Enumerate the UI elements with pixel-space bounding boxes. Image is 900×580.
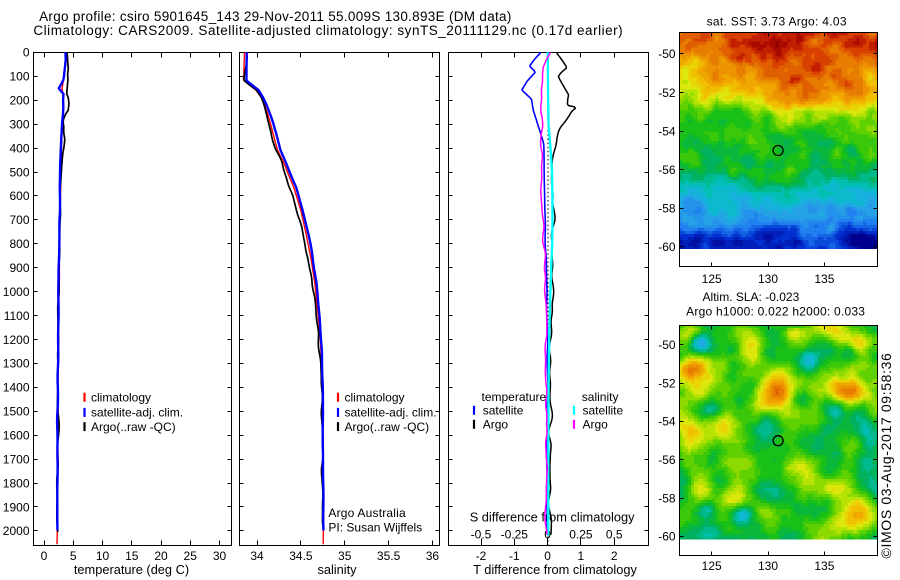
svg-text:1300: 1300	[3, 357, 30, 371]
svg-text:-58: -58	[658, 201, 676, 215]
svg-text:135: 135	[814, 272, 834, 286]
svg-text:5: 5	[70, 549, 77, 563]
svg-text:1200: 1200	[3, 333, 30, 347]
svg-text:125: 125	[702, 559, 722, 573]
svg-text:Altim. SLA: -0.023: Altim. SLA: -0.023	[703, 290, 800, 304]
svg-text:700: 700	[9, 213, 29, 227]
svg-text:10: 10	[96, 549, 110, 563]
svg-text:salinity: salinity	[317, 562, 357, 577]
svg-text:500: 500	[9, 165, 29, 179]
svg-text:800: 800	[9, 237, 29, 251]
svg-text:0.25: 0.25	[569, 527, 593, 541]
svg-text:200: 200	[9, 94, 29, 108]
svg-text:130: 130	[758, 272, 778, 286]
svg-text:©IMOS 03-Aug-2017 09:58:36: ©IMOS 03-Aug-2017 09:58:36	[878, 353, 894, 559]
svg-text:T difference from climatology: T difference from climatology	[473, 562, 637, 577]
svg-text:-54: -54	[658, 415, 676, 429]
svg-text:-50: -50	[658, 47, 676, 61]
svg-text:1900: 1900	[3, 500, 30, 514]
svg-text:135: 135	[814, 559, 834, 573]
svg-text:0: 0	[544, 549, 551, 563]
svg-text:15: 15	[125, 549, 139, 563]
svg-text:1700: 1700	[3, 452, 30, 466]
svg-text:1100: 1100	[4, 309, 30, 323]
svg-text:Argo h1000: 0.022 h2000: 0.033: Argo h1000: 0.022 h2000: 0.033	[686, 305, 865, 319]
svg-text:-54: -54	[658, 124, 676, 138]
svg-text:300: 300	[9, 118, 29, 132]
svg-text:125: 125	[702, 272, 722, 286]
svg-text:satellite-adj. clim.: satellite-adj. clim.	[91, 406, 183, 420]
svg-text:satellite: satellite	[483, 404, 524, 418]
svg-text:25: 25	[184, 549, 198, 563]
svg-text:35: 35	[338, 549, 352, 563]
svg-text:-56: -56	[658, 163, 676, 177]
svg-text:temperature (deg C): temperature (deg C)	[74, 562, 189, 577]
svg-text:0: 0	[23, 46, 30, 60]
svg-text:PI: Susan Wijffels: PI: Susan Wijffels	[328, 521, 422, 535]
svg-text:30: 30	[213, 549, 227, 563]
svg-text:-1: -1	[509, 549, 520, 563]
svg-text:Argo(..raw -QC): Argo(..raw -QC)	[91, 420, 176, 434]
svg-text:34.5: 34.5	[289, 549, 313, 563]
svg-text:0.5: 0.5	[606, 527, 623, 541]
svg-text:-58: -58	[658, 491, 676, 505]
svg-text:sat. SST: 3.73 Argo: 4.03: sat. SST: 3.73 Argo: 4.03	[707, 15, 847, 29]
svg-text:satellite-adj. clim.: satellite-adj. clim.	[345, 406, 437, 420]
svg-text:Argo Australia: Argo Australia	[328, 506, 406, 520]
svg-text:130: 130	[758, 559, 778, 573]
svg-text:1600: 1600	[3, 429, 30, 443]
svg-text:2: 2	[611, 549, 618, 563]
svg-text:-60: -60	[658, 240, 676, 254]
svg-text:-52: -52	[658, 376, 676, 390]
svg-text:salinity: salinity	[582, 390, 619, 404]
svg-text:1000: 1000	[3, 285, 30, 299]
svg-text:-2: -2	[476, 549, 487, 563]
svg-text:Climatology: CARS2009. Satelli: Climatology: CARS2009. Satellite-adjuste…	[33, 23, 623, 38]
svg-text:-0.5: -0.5	[471, 527, 492, 541]
svg-text:400: 400	[9, 141, 29, 155]
svg-text:900: 900	[9, 261, 29, 275]
svg-text:36: 36	[426, 549, 440, 563]
svg-text:climatology: climatology	[91, 391, 151, 405]
svg-text:-56: -56	[658, 453, 676, 467]
svg-text:-0.25: -0.25	[501, 527, 529, 541]
svg-text:Argo: Argo	[583, 418, 609, 432]
svg-text:Argo profile: csiro 5901645_14: Argo profile: csiro 5901645_143 29-Nov-2…	[39, 9, 512, 24]
svg-text:0: 0	[41, 549, 48, 563]
svg-text:1: 1	[578, 549, 585, 563]
svg-text:-52: -52	[658, 86, 676, 100]
svg-text:2000: 2000	[3, 524, 30, 538]
svg-text:1800: 1800	[3, 476, 30, 490]
svg-text:-50: -50	[658, 338, 676, 352]
svg-text:20: 20	[154, 549, 168, 563]
svg-text:-60: -60	[658, 530, 676, 544]
svg-text:satellite: satellite	[583, 404, 624, 418]
svg-text:S difference from climatology: S difference from climatology	[470, 510, 635, 525]
svg-text:1500: 1500	[3, 405, 30, 419]
svg-text:35.5: 35.5	[377, 549, 401, 563]
svg-text:climatology: climatology	[345, 391, 405, 405]
svg-text:34: 34	[250, 549, 264, 563]
svg-text:Argo: Argo	[483, 418, 509, 432]
svg-text:temperature: temperature	[482, 390, 547, 404]
svg-text:600: 600	[9, 189, 29, 203]
svg-text:1400: 1400	[3, 381, 30, 395]
svg-text:Argo(..raw -QC): Argo(..raw -QC)	[345, 420, 430, 434]
svg-text:100: 100	[9, 70, 29, 84]
